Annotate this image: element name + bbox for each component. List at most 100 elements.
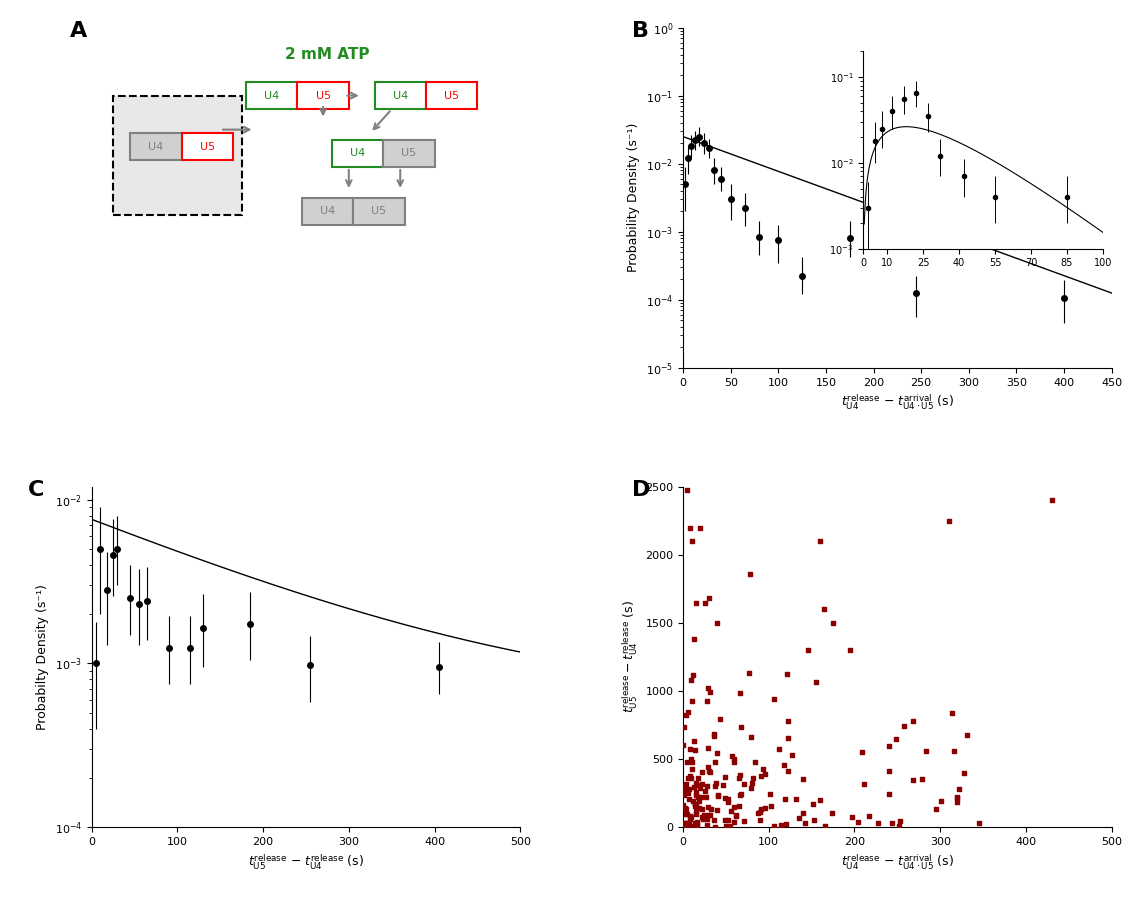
Point: [746, 754, 764, 769]
FancyBboxPatch shape: [383, 140, 434, 167]
Text: U4: U4: [393, 91, 408, 100]
Point: [748, 806, 767, 821]
Point: [735, 777, 753, 791]
Point: [815, 602, 833, 617]
Text: C: C: [28, 480, 44, 500]
Text: U4: U4: [148, 142, 164, 152]
Point: [681, 809, 699, 823]
Point: [724, 814, 743, 829]
Point: [706, 778, 724, 793]
Point: [756, 800, 775, 815]
Point: [730, 686, 748, 700]
Point: [678, 482, 697, 497]
Point: [689, 770, 707, 785]
Point: [725, 800, 744, 814]
Text: U4: U4: [350, 149, 366, 158]
Point: [698, 778, 716, 793]
Point: [684, 819, 702, 834]
Point: [706, 776, 724, 790]
Point: [692, 790, 711, 805]
Text: U5: U5: [199, 142, 215, 152]
Point: [676, 801, 694, 816]
Text: U5: U5: [315, 91, 331, 100]
Point: [764, 819, 783, 834]
Point: [680, 786, 698, 800]
Point: [688, 818, 706, 833]
Point: [698, 808, 716, 823]
Point: [917, 743, 935, 758]
Point: [677, 819, 696, 834]
Point: [696, 783, 714, 798]
Text: U5: U5: [401, 149, 416, 158]
FancyBboxPatch shape: [297, 82, 348, 109]
Point: [705, 812, 723, 827]
Point: [779, 764, 798, 778]
Point: [714, 777, 732, 792]
Point: [730, 799, 748, 813]
Point: [772, 818, 791, 833]
Point: [680, 771, 698, 786]
Point: [693, 766, 712, 780]
Point: [685, 743, 704, 757]
Point: [678, 754, 697, 769]
Point: [751, 812, 769, 827]
Point: [879, 738, 897, 753]
Point: [958, 728, 976, 743]
Point: [882, 816, 901, 831]
Point: [678, 819, 697, 834]
Point: [682, 771, 700, 786]
Point: [683, 534, 701, 549]
Text: D: D: [631, 480, 650, 500]
Point: [721, 819, 739, 834]
Point: [685, 631, 704, 646]
Point: [732, 787, 751, 801]
Point: [676, 785, 694, 800]
Point: [715, 770, 733, 785]
Point: [724, 754, 743, 769]
Point: [699, 591, 717, 606]
Point: [688, 818, 706, 833]
Point: [678, 705, 697, 720]
Point: [887, 732, 905, 746]
Point: [685, 796, 704, 811]
FancyBboxPatch shape: [301, 198, 353, 225]
Point: [724, 752, 743, 766]
Point: [705, 726, 723, 741]
Point: [698, 812, 716, 827]
Point: [730, 770, 748, 785]
Point: [688, 800, 706, 815]
Y-axis label: Probability Density (s⁻¹): Probability Density (s⁻¹): [628, 123, 641, 272]
Point: [743, 776, 761, 790]
Point: [842, 810, 861, 824]
Point: [688, 776, 706, 790]
Point: [904, 773, 923, 788]
Point: [685, 799, 704, 813]
Point: [692, 801, 711, 816]
Text: A: A: [70, 21, 87, 40]
Point: [752, 801, 770, 816]
Point: [794, 806, 813, 821]
FancyBboxPatch shape: [246, 82, 297, 109]
Point: [707, 803, 725, 818]
Point: [690, 793, 708, 808]
Point: [727, 809, 745, 823]
Point: [948, 789, 966, 804]
FancyBboxPatch shape: [426, 82, 478, 109]
Point: [675, 720, 693, 734]
Point: [948, 790, 966, 805]
Point: [1043, 494, 1061, 508]
FancyBboxPatch shape: [131, 133, 182, 160]
Point: [740, 665, 759, 680]
Point: [860, 809, 878, 823]
Point: [712, 712, 730, 727]
Point: [693, 777, 712, 791]
Point: [927, 801, 945, 816]
Point: [708, 788, 727, 802]
Point: [719, 794, 737, 809]
Point: [880, 787, 898, 801]
Point: [853, 744, 871, 759]
Point: [730, 767, 748, 782]
Point: [762, 799, 780, 813]
Point: [823, 806, 841, 821]
Point: [950, 782, 968, 797]
